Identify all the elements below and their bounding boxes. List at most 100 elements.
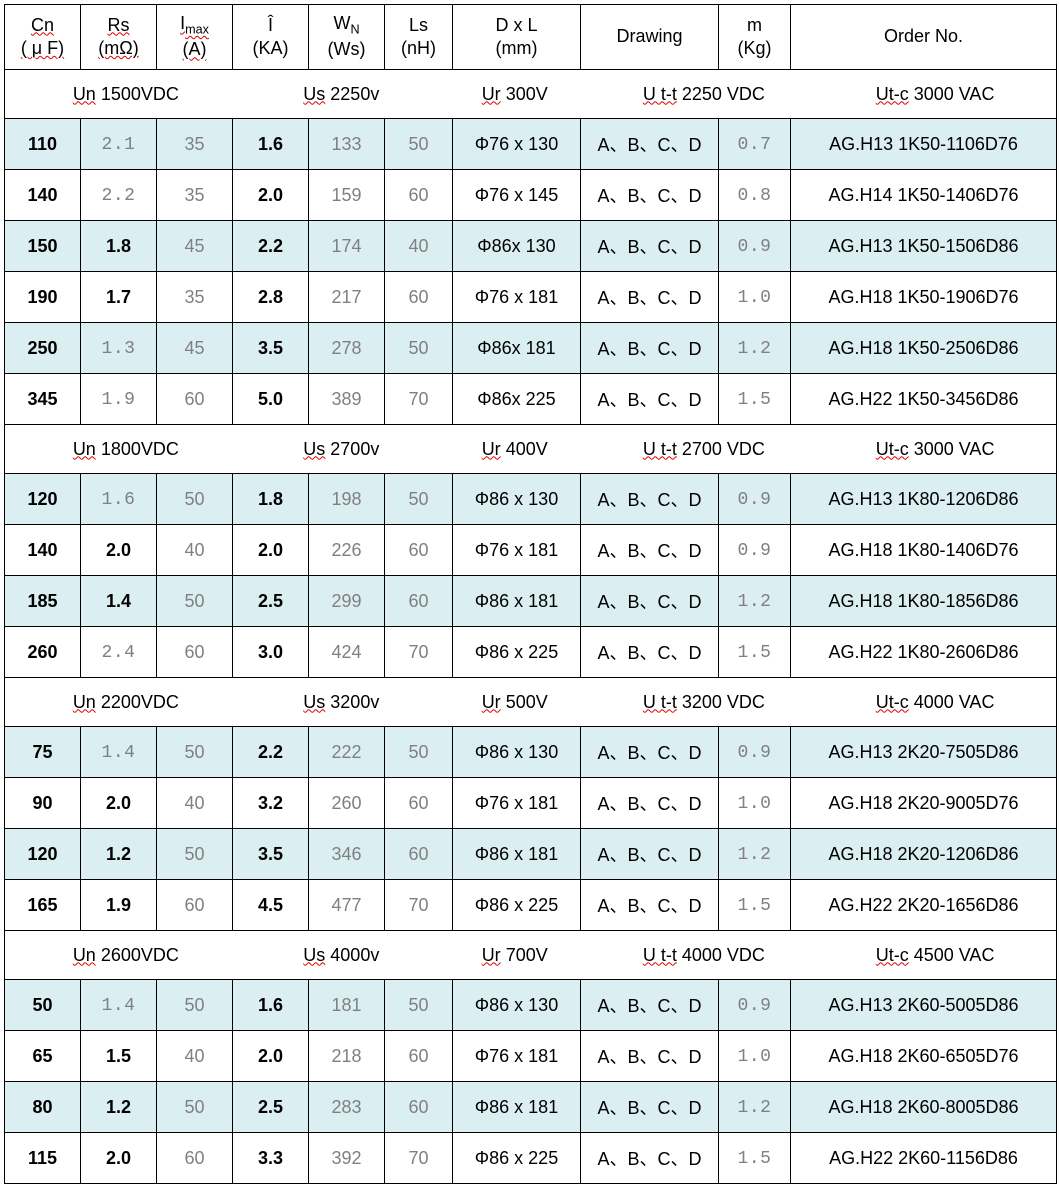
cell: 389	[309, 374, 385, 425]
cell: Φ76 x 145	[453, 170, 581, 221]
cell: 140	[5, 525, 81, 576]
table-row: 3451.9605.038970Φ86x 225A、B、C、D1.5AG.H22…	[5, 374, 1057, 425]
cell: 278	[309, 323, 385, 374]
table-row: 1201.2503.534660Φ86 x 181A、B、C、D1.2AG.H1…	[5, 829, 1057, 880]
cell: 392	[309, 1133, 385, 1184]
cell: Φ86x 181	[453, 323, 581, 374]
cell: 60	[385, 576, 453, 627]
cell: AG.H22 2K60-1156D86	[791, 1133, 1057, 1184]
cell: 120	[5, 474, 81, 525]
cell: 1.2	[81, 829, 157, 880]
cell: 60	[385, 170, 453, 221]
cell: 2.0	[81, 778, 157, 829]
cell: AG.H18 2K60-8005D86	[791, 1082, 1057, 1133]
cell: 70	[385, 880, 453, 931]
cell: 174	[309, 221, 385, 272]
cell: 3.3	[233, 1133, 309, 1184]
cell: 2.5	[233, 1082, 309, 1133]
cell: 1.6	[81, 474, 157, 525]
cell: 2.0	[233, 525, 309, 576]
cell: AG.H13 2K60-5005D86	[791, 980, 1057, 1031]
cell: Φ86x 225	[453, 374, 581, 425]
cell: 2.2	[233, 221, 309, 272]
col-header-5: Ls(nH)	[385, 5, 453, 70]
cell: 346	[309, 829, 385, 880]
section-spec: U t-t 2700 VDC	[594, 439, 815, 460]
cell: 40	[157, 525, 233, 576]
cell: 50	[157, 576, 233, 627]
cell: 60	[385, 829, 453, 880]
cell: 3.5	[233, 829, 309, 880]
cell: 50	[157, 980, 233, 1031]
table-row: 1152.0603.339270Φ86 x 225A、B、C、D1.5AG.H2…	[5, 1133, 1057, 1184]
cell: 50	[385, 323, 453, 374]
cell: A、B、C、D	[581, 374, 719, 425]
section-spec: Ur 400V	[436, 439, 594, 460]
section-spec: Ur 500V	[436, 692, 594, 713]
cell: 217	[309, 272, 385, 323]
cell: 70	[385, 627, 453, 678]
cell: 50	[385, 727, 453, 778]
cell: A、B、C、D	[581, 880, 719, 931]
cell: 0.8	[719, 170, 791, 221]
cell: 1.7	[81, 272, 157, 323]
table-row: 1651.9604.547770Φ86 x 225A、B、C、D1.5AG.H2…	[5, 880, 1057, 931]
section-spec: Ut-c 4000 VAC	[814, 692, 1056, 713]
cell: 1.6	[233, 119, 309, 170]
cell: 45	[157, 323, 233, 374]
cell: 1.9	[81, 374, 157, 425]
cell: Φ76 x 130	[453, 119, 581, 170]
cell: 345	[5, 374, 81, 425]
col-header-2: Imax(A)	[157, 5, 233, 70]
cell: 1.4	[81, 980, 157, 1031]
section-spec: Ur 700V	[436, 945, 594, 966]
cell: 60	[157, 374, 233, 425]
cell: Φ86 x 181	[453, 576, 581, 627]
cell: A、B、C、D	[581, 980, 719, 1031]
table-row: 1901.7352.821760Φ76 x 181A、B、C、D1.0AG.H1…	[5, 272, 1057, 323]
cell: Φ86 x 225	[453, 1133, 581, 1184]
cell: AG.H18 2K60-6505D76	[791, 1031, 1057, 1082]
cell: 75	[5, 727, 81, 778]
cell: 165	[5, 880, 81, 931]
cell: 1.8	[233, 474, 309, 525]
cell: 1.5	[719, 374, 791, 425]
section-spec: Un 2600VDC	[5, 945, 247, 966]
cell: AG.H13 1K80-1206D86	[791, 474, 1057, 525]
cell: 226	[309, 525, 385, 576]
cell: Φ76 x 181	[453, 1031, 581, 1082]
col-header-8: m(Kg)	[719, 5, 791, 70]
cell: 0.9	[719, 474, 791, 525]
cell: 40	[385, 221, 453, 272]
section-spec: Un 1800VDC	[5, 439, 247, 460]
cell: 181	[309, 980, 385, 1031]
cell: A、B、C、D	[581, 323, 719, 374]
cell: 1.6	[233, 980, 309, 1031]
cell: 45	[157, 221, 233, 272]
table-row: 501.4501.618150Φ86 x 130A、B、C、D0.9AG.H13…	[5, 980, 1057, 1031]
cell: 110	[5, 119, 81, 170]
cell: 60	[385, 525, 453, 576]
cell: A、B、C、D	[581, 170, 719, 221]
section-spec: Un 1500VDC	[5, 84, 247, 105]
cell: AG.H18 1K80-1856D86	[791, 576, 1057, 627]
cell: 2.2	[233, 727, 309, 778]
cell: A、B、C、D	[581, 1133, 719, 1184]
cell: 424	[309, 627, 385, 678]
cell: Φ86 x 130	[453, 474, 581, 525]
cell: Φ76 x 181	[453, 272, 581, 323]
cell: Φ86 x 225	[453, 627, 581, 678]
cell: 159	[309, 170, 385, 221]
cell: 1.2	[719, 1082, 791, 1133]
cell: AG.H13 2K20-7505D86	[791, 727, 1057, 778]
cell: 65	[5, 1031, 81, 1082]
cell: 1.9	[81, 880, 157, 931]
table-row: 2501.3453.527850Φ86x 181A、B、C、D1.2AG.H18…	[5, 323, 1057, 374]
cell: AG.H13 1K50-1106D76	[791, 119, 1057, 170]
cell: 260	[309, 778, 385, 829]
cell: 1.0	[719, 272, 791, 323]
cell: 140	[5, 170, 81, 221]
cell: A、B、C、D	[581, 829, 719, 880]
table-row: 751.4502.222250Φ86 x 130A、B、C、D0.9AG.H13…	[5, 727, 1057, 778]
cell: AG.H22 1K80-2606D86	[791, 627, 1057, 678]
